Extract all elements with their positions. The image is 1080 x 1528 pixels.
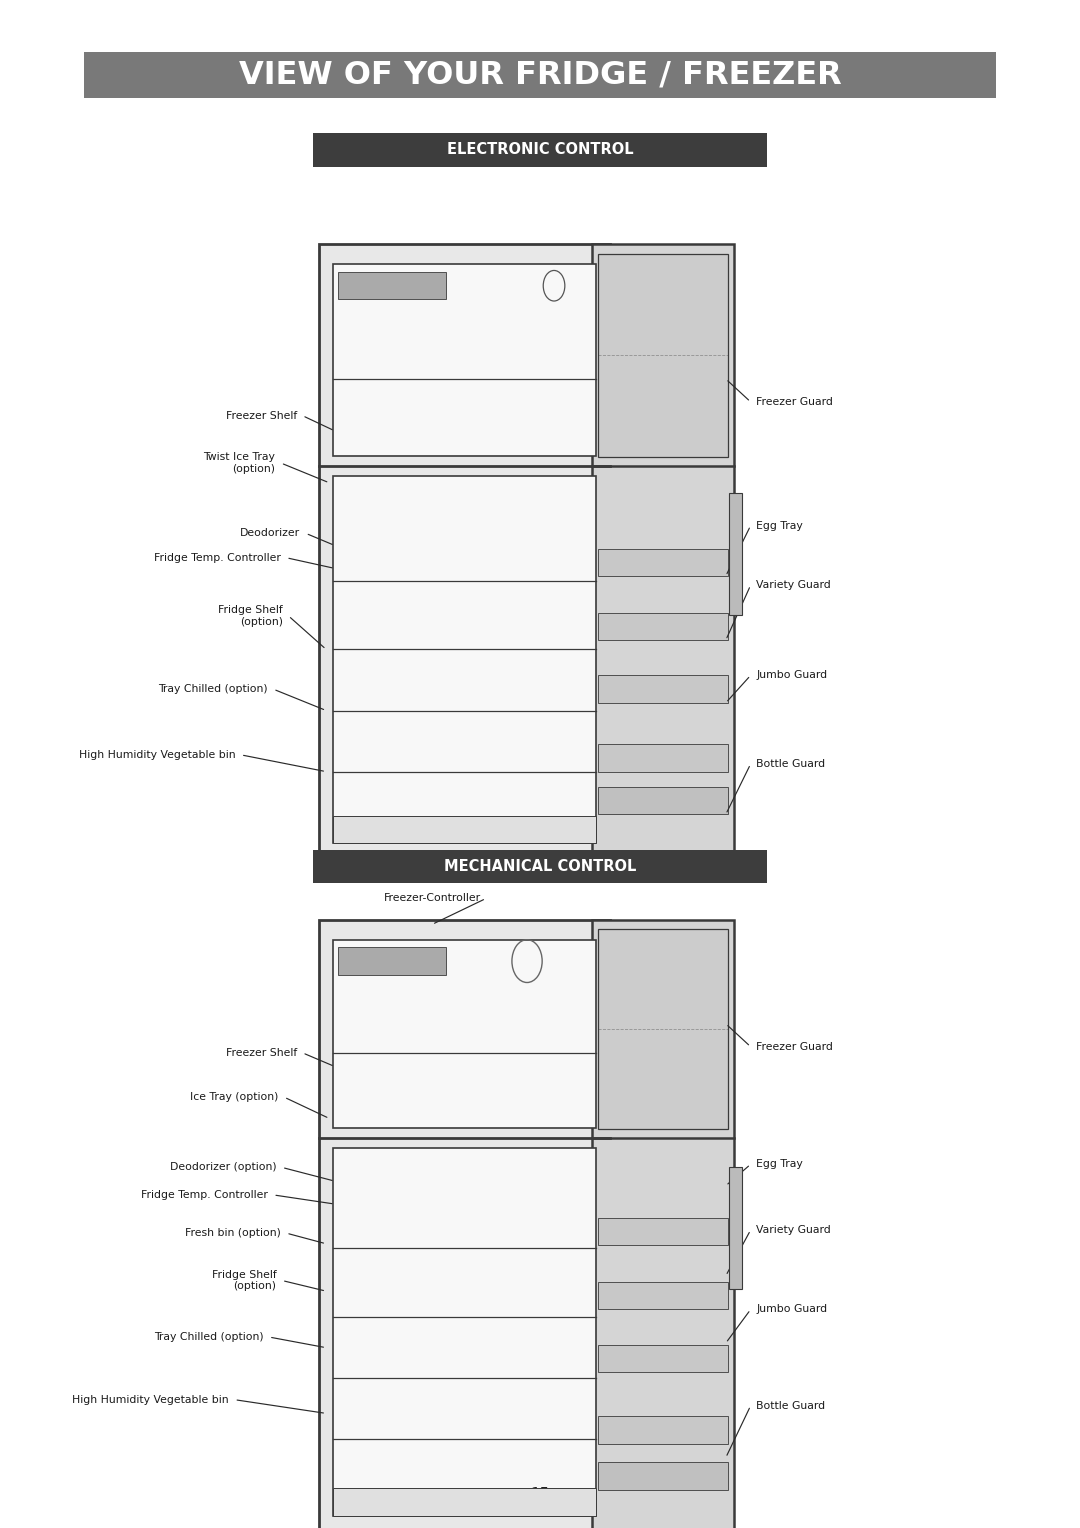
Bar bbox=[598, 1218, 728, 1245]
Bar bbox=[598, 1416, 728, 1444]
Bar bbox=[333, 816, 596, 843]
Text: Fridge Shelf
(option): Fridge Shelf (option) bbox=[218, 605, 283, 626]
Bar bbox=[313, 133, 767, 167]
Text: Jumbo Guard: Jumbo Guard bbox=[756, 671, 827, 680]
Bar bbox=[333, 1149, 596, 1516]
Text: High Humidity Vegetable bin: High Humidity Vegetable bin bbox=[79, 750, 235, 759]
Text: Deodorizer: Deodorizer bbox=[240, 529, 300, 538]
Bar bbox=[333, 264, 596, 457]
Text: Egg Tray: Egg Tray bbox=[756, 521, 802, 530]
Bar bbox=[333, 940, 596, 1128]
Bar bbox=[598, 549, 728, 576]
Bar bbox=[729, 494, 742, 616]
Text: ELECTRONIC CONTROL: ELECTRONIC CONTROL bbox=[447, 142, 633, 157]
Text: Variety Guard: Variety Guard bbox=[756, 581, 831, 590]
Text: Variety Guard: Variety Guard bbox=[756, 1225, 831, 1235]
Text: Fridge Temp. Controller: Fridge Temp. Controller bbox=[154, 553, 281, 562]
Bar bbox=[598, 1345, 728, 1372]
FancyBboxPatch shape bbox=[592, 244, 734, 863]
Bar bbox=[598, 929, 728, 1129]
FancyBboxPatch shape bbox=[319, 244, 610, 863]
Text: Jumbo Guard: Jumbo Guard bbox=[756, 1305, 827, 1314]
Text: Fresh bin (option): Fresh bin (option) bbox=[185, 1229, 281, 1238]
Bar bbox=[598, 254, 728, 457]
Bar bbox=[313, 850, 767, 883]
Bar bbox=[333, 1488, 596, 1516]
Text: Bottle Guard: Bottle Guard bbox=[756, 1401, 825, 1410]
Bar bbox=[598, 675, 728, 703]
Bar bbox=[84, 52, 996, 98]
Text: Fridge Shelf
(option): Fridge Shelf (option) bbox=[212, 1270, 276, 1291]
Bar bbox=[598, 1462, 728, 1490]
Text: Tray Chilled (option): Tray Chilled (option) bbox=[158, 685, 268, 694]
Text: Freezer Guard: Freezer Guard bbox=[756, 397, 833, 406]
Bar bbox=[598, 744, 728, 772]
Text: Freezer Guard: Freezer Guard bbox=[756, 1042, 833, 1051]
Text: High Humidity Vegetable bin: High Humidity Vegetable bin bbox=[72, 1395, 229, 1404]
Text: Freezer Shelf: Freezer Shelf bbox=[226, 1048, 297, 1057]
Bar bbox=[338, 272, 446, 299]
Text: Ice Tray (option): Ice Tray (option) bbox=[190, 1093, 279, 1102]
Bar bbox=[598, 613, 728, 640]
Text: 15: 15 bbox=[530, 1487, 550, 1502]
Text: Tray Chilled (option): Tray Chilled (option) bbox=[153, 1332, 264, 1342]
FancyBboxPatch shape bbox=[319, 920, 610, 1528]
Text: Deodorizer (option): Deodorizer (option) bbox=[170, 1163, 276, 1172]
Text: VIEW OF YOUR FRIDGE / FREEZER: VIEW OF YOUR FRIDGE / FREEZER bbox=[239, 60, 841, 90]
Text: MECHANICAL CONTROL: MECHANICAL CONTROL bbox=[444, 859, 636, 874]
Bar bbox=[729, 1167, 742, 1290]
Text: Freezer Shelf: Freezer Shelf bbox=[226, 411, 297, 420]
Text: Fridge Temp. Controller: Fridge Temp. Controller bbox=[141, 1190, 268, 1199]
Bar bbox=[338, 947, 446, 975]
FancyBboxPatch shape bbox=[592, 920, 734, 1528]
Text: Freezer-Controller: Freezer-Controller bbox=[383, 894, 481, 903]
Bar bbox=[598, 1282, 728, 1309]
Bar bbox=[333, 477, 596, 843]
Bar bbox=[598, 787, 728, 814]
Text: Egg Tray: Egg Tray bbox=[756, 1160, 802, 1169]
Text: Twist Ice Tray
(option): Twist Ice Tray (option) bbox=[203, 452, 275, 474]
Text: Bottle Guard: Bottle Guard bbox=[756, 759, 825, 769]
